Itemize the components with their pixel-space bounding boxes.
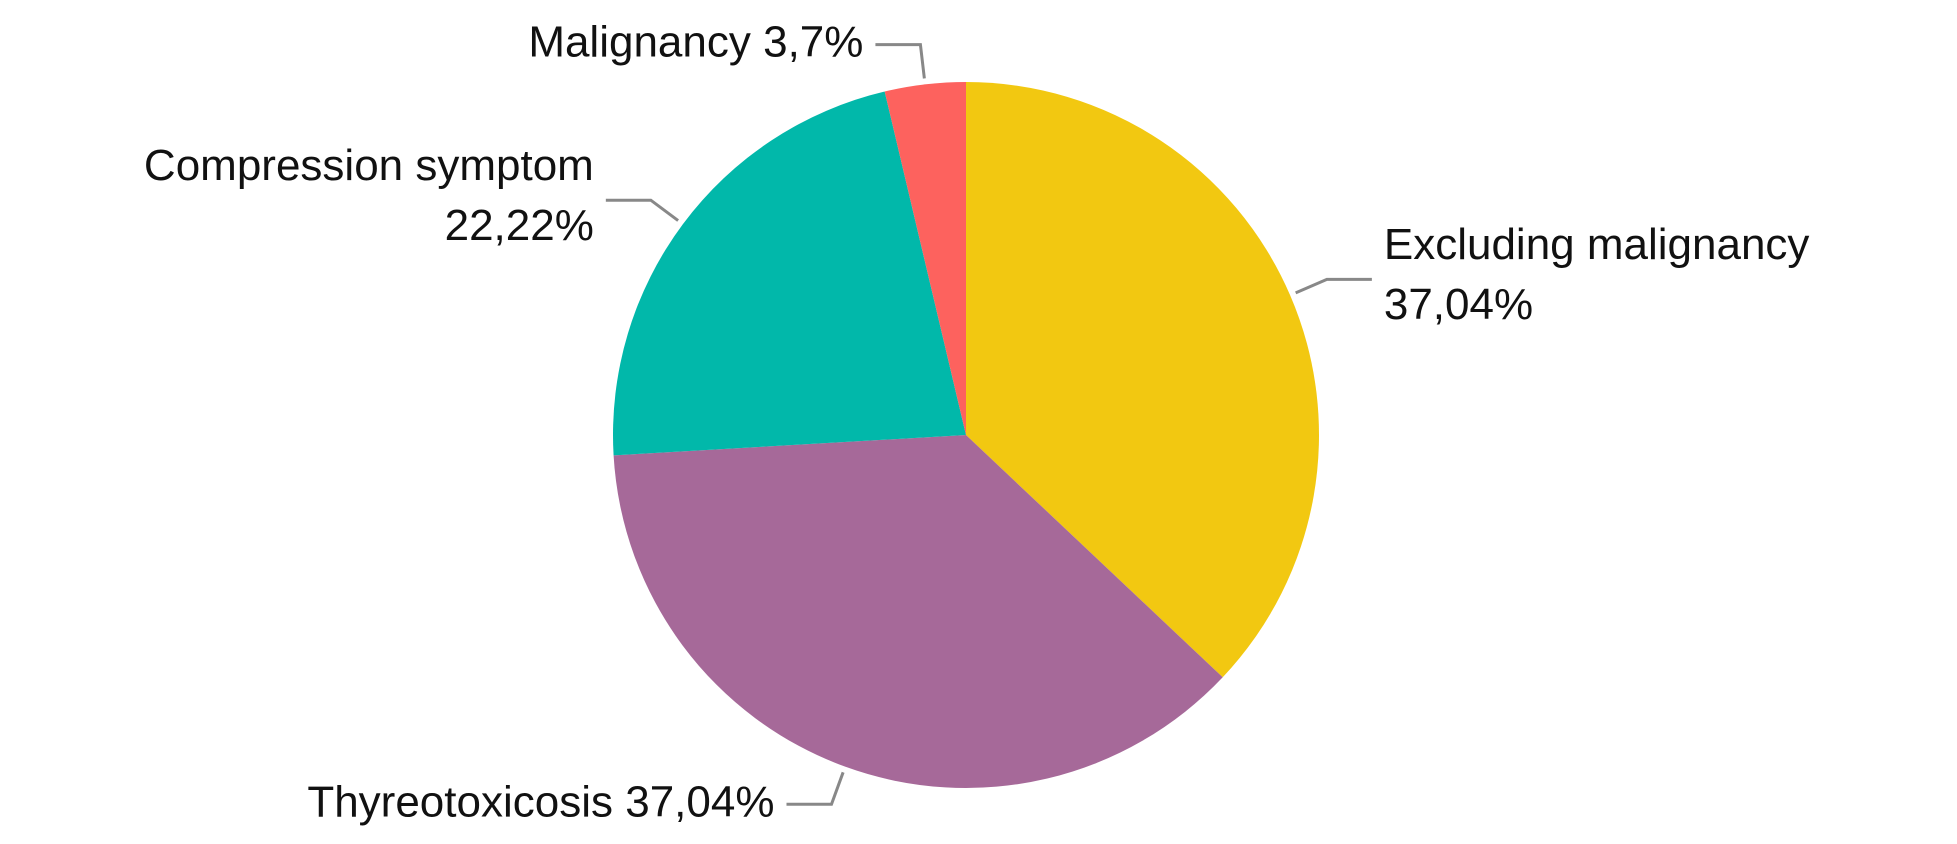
slice-label: Malignancy 3,7% (528, 17, 863, 66)
leader-line (605, 198, 679, 222)
slice-value-label: 37,04% (1384, 280, 1533, 329)
slice-label: Thyreotoxicosis 37,04% (307, 777, 774, 826)
slice-category: Malignancy (528, 17, 751, 66)
leader-line (875, 43, 926, 79)
slice-category: Thyreotoxicosis (307, 777, 613, 826)
slice-value-label: 3,7% (763, 17, 863, 66)
pie-slice (613, 435, 1223, 788)
leader-line (1295, 277, 1372, 295)
slice-value-label: 22,22% (445, 201, 594, 250)
slice-value-label: 37,04% (625, 777, 774, 826)
leader-line (786, 771, 845, 806)
pie-slice (884, 82, 966, 435)
slice-label: Excluding malignancy (1384, 220, 1810, 269)
pie-slice (966, 82, 1319, 678)
slice-label: Compression symptom (144, 141, 594, 190)
pie-slice (613, 91, 966, 456)
